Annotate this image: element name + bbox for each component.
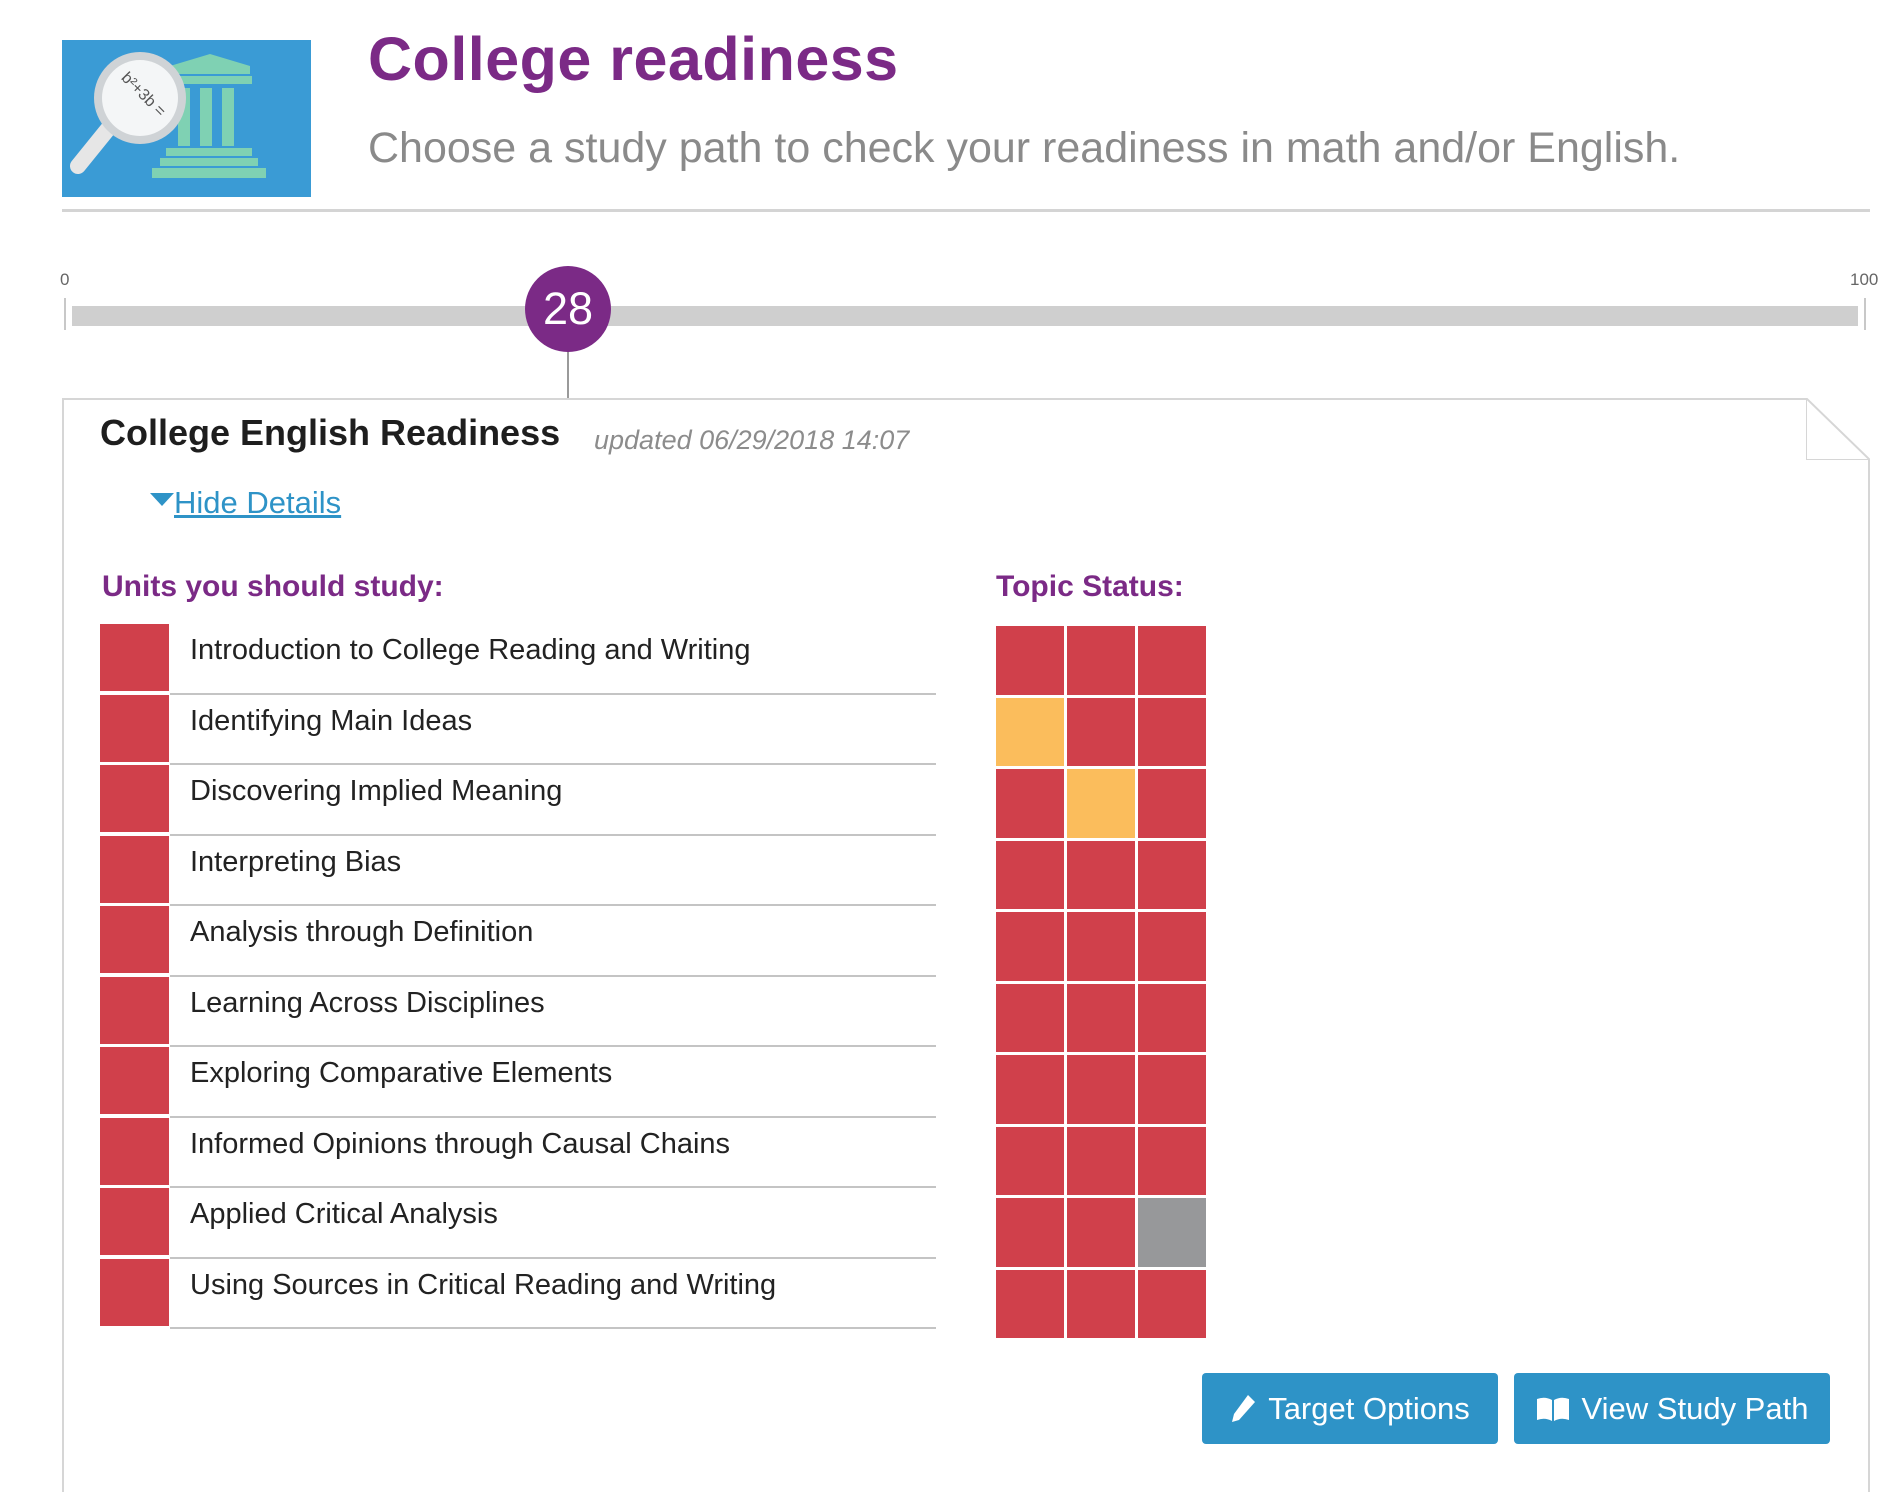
topic-status-cell[interactable] bbox=[1138, 697, 1206, 766]
target-options-button[interactable]: Target Options bbox=[1202, 1373, 1498, 1444]
card-title: College English Readiness bbox=[100, 412, 561, 453]
unit-name: Interpreting Bias bbox=[190, 845, 402, 878]
card-fold-corner bbox=[1806, 398, 1870, 460]
hide-details-label: Hide Details bbox=[174, 485, 342, 520]
topic-status-cell[interactable] bbox=[1138, 912, 1206, 981]
unit-divider bbox=[170, 763, 936, 765]
progress-track bbox=[72, 306, 1858, 326]
topic-status-cell[interactable] bbox=[1067, 840, 1135, 909]
unit-name: Exploring Comparative Elements bbox=[190, 1057, 613, 1089]
unit-name: Analysis through Definition bbox=[190, 916, 534, 948]
unit-divider bbox=[170, 1256, 936, 1259]
topic-status-grid bbox=[996, 626, 1206, 1338]
target-options-label: Target Options bbox=[1268, 1390, 1470, 1426]
page-title: College readiness bbox=[368, 25, 899, 93]
card-updated-timestamp: updated 06/29/2018 14:07 bbox=[594, 425, 910, 455]
topic-status-cell[interactable] bbox=[996, 626, 1064, 695]
topic-status-cell[interactable] bbox=[996, 912, 1064, 981]
unit-row[interactable]: Discovering Implied Meaning bbox=[100, 765, 936, 836]
units-heading: Units you should study: bbox=[102, 570, 444, 603]
unit-divider bbox=[170, 974, 936, 977]
scale-min-label: 0 bbox=[60, 270, 70, 289]
topic-status-cell[interactable] bbox=[996, 983, 1064, 1052]
topic-status-cell[interactable] bbox=[1067, 769, 1135, 838]
units-list: Introduction to College Reading and Writ… bbox=[100, 624, 936, 1329]
topic-status-cell[interactable] bbox=[996, 1198, 1064, 1267]
topic-status-cell[interactable] bbox=[1067, 1126, 1135, 1195]
topic-status-cell[interactable] bbox=[1138, 840, 1206, 909]
unit-divider bbox=[170, 1186, 936, 1188]
topic-status-cell[interactable] bbox=[1138, 1055, 1206, 1124]
unit-status-swatch bbox=[100, 835, 169, 903]
unit-status-swatch bbox=[100, 624, 169, 691]
unit-status-swatch bbox=[100, 1188, 169, 1255]
view-study-path-label: View Study Path bbox=[1581, 1390, 1809, 1426]
view-study-path-button[interactable]: View Study Path bbox=[1514, 1373, 1830, 1444]
topic-status-cell[interactable] bbox=[996, 697, 1064, 766]
topic-status-cell[interactable] bbox=[1138, 983, 1206, 1052]
progress-score-badge[interactable]: 28 bbox=[525, 266, 611, 352]
topic-status-heading: Topic Status: bbox=[996, 570, 1184, 603]
topic-status-cell[interactable] bbox=[1067, 697, 1135, 766]
progress-pointer-line bbox=[567, 350, 569, 398]
unit-divider bbox=[170, 1115, 936, 1118]
book-icon bbox=[1536, 1397, 1569, 1421]
college-magnifier-icon: b²+3b = bbox=[70, 52, 266, 178]
hide-details-link[interactable]: Hide Details bbox=[150, 485, 341, 521]
readiness-card bbox=[62, 398, 1870, 1492]
unit-name: Informed Opinions through Causal Chains bbox=[190, 1127, 731, 1160]
unit-row[interactable]: Applied Critical Analysis bbox=[100, 1188, 936, 1259]
unit-status-swatch bbox=[100, 694, 169, 762]
unit-name: Discovering Implied Meaning bbox=[190, 775, 563, 807]
topic-status-cell[interactable] bbox=[996, 1126, 1064, 1195]
unit-row[interactable]: Introduction to College Reading and Writ… bbox=[100, 624, 936, 695]
unit-status-swatch bbox=[100, 906, 169, 973]
scale-max-label: 100 bbox=[1850, 270, 1879, 289]
unit-divider bbox=[170, 904, 936, 906]
college-readiness-logo: b²+3b = bbox=[62, 40, 311, 197]
unit-row[interactable]: Learning Across Disciplines bbox=[100, 976, 936, 1047]
scale-start-tick bbox=[64, 298, 66, 330]
topic-status-cell[interactable] bbox=[1067, 1198, 1135, 1267]
topic-status-cell[interactable] bbox=[996, 1269, 1064, 1338]
unit-status-swatch bbox=[100, 1258, 169, 1326]
topic-status-cell[interactable] bbox=[1067, 1269, 1135, 1338]
unit-name: Learning Across Disciplines bbox=[190, 986, 545, 1019]
topic-status-cell[interactable] bbox=[1138, 769, 1206, 838]
unit-name: Introduction to College Reading and Writ… bbox=[190, 634, 751, 666]
topic-status-cell[interactable] bbox=[1067, 912, 1135, 981]
topic-status-cell[interactable] bbox=[996, 1055, 1064, 1124]
unit-name: Applied Critical Analysis bbox=[190, 1198, 498, 1230]
topic-status-cell[interactable] bbox=[1138, 1198, 1206, 1267]
unit-row[interactable]: Informed Opinions through Causal Chains bbox=[100, 1117, 936, 1188]
unit-divider bbox=[170, 692, 936, 695]
topic-status-cell[interactable] bbox=[1138, 1126, 1206, 1195]
unit-divider bbox=[170, 1045, 936, 1047]
unit-row[interactable]: Interpreting Bias bbox=[100, 835, 936, 906]
pencil-icon bbox=[1232, 1394, 1256, 1422]
unit-status-swatch bbox=[100, 765, 169, 832]
unit-row[interactable]: Exploring Comparative Elements bbox=[100, 1047, 936, 1118]
unit-divider bbox=[170, 1327, 936, 1329]
unit-row[interactable]: Analysis through Definition bbox=[100, 906, 936, 977]
unit-status-swatch bbox=[100, 1117, 169, 1185]
scale-end-tick bbox=[1864, 298, 1866, 330]
unit-divider bbox=[170, 833, 936, 836]
topic-status-cell[interactable] bbox=[1138, 626, 1206, 695]
header-divider bbox=[62, 209, 1870, 212]
unit-status-swatch bbox=[100, 1047, 169, 1114]
unit-row[interactable]: Using Sources in Critical Reading and Wr… bbox=[100, 1258, 936, 1329]
topic-status-cell[interactable] bbox=[1067, 1055, 1135, 1124]
unit-row[interactable]: Identifying Main Ideas bbox=[100, 694, 936, 765]
topic-status-cell[interactable] bbox=[1138, 1269, 1206, 1338]
topic-status-cell[interactable] bbox=[1067, 983, 1135, 1052]
topic-status-cell[interactable] bbox=[1067, 626, 1135, 695]
unit-name: Identifying Main Ideas bbox=[190, 704, 473, 737]
topic-status-cell[interactable] bbox=[996, 769, 1064, 838]
unit-name: Using Sources in Critical Reading and Wr… bbox=[190, 1268, 777, 1301]
topic-status-cell[interactable] bbox=[996, 840, 1064, 909]
unit-status-swatch bbox=[100, 976, 169, 1044]
page-subtitle: Choose a study path to check your readin… bbox=[368, 124, 1681, 172]
caret-down-icon bbox=[150, 493, 174, 506]
